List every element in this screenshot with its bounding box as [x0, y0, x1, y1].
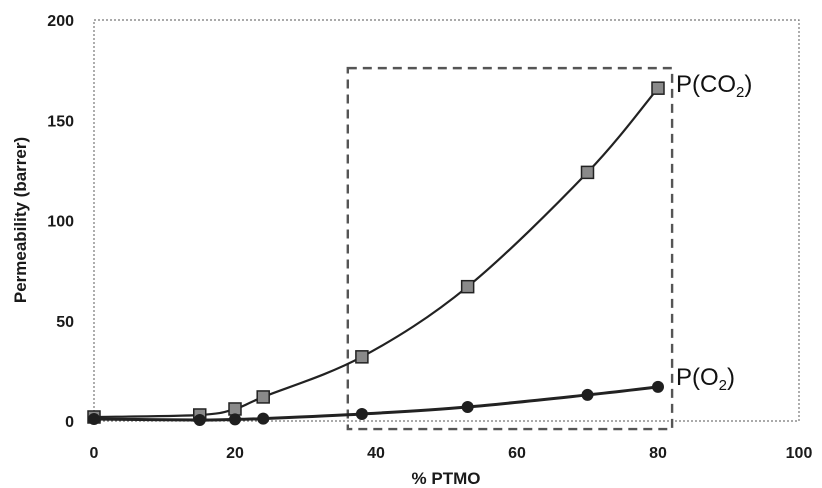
x-tick-label: 100	[786, 445, 813, 462]
y-tick-label: 100	[47, 214, 74, 231]
x-tick-label: 0	[90, 445, 99, 462]
data-point-co2	[355, 350, 369, 364]
series-label-co2: P(CO2)	[676, 71, 752, 101]
data-point-o2	[193, 413, 206, 426]
x-tick-label: 40	[367, 445, 385, 462]
data-point-o2	[257, 412, 270, 425]
data-point-co2	[228, 402, 242, 416]
y-tick-label: 50	[56, 314, 74, 331]
x-tick-label: 80	[649, 445, 667, 462]
series-o2	[88, 380, 664, 426]
highlight-region	[346, 66, 674, 431]
y-tick-label: 0	[65, 414, 74, 431]
data-point-o2	[652, 380, 664, 393]
y-tick-label: 200	[47, 13, 74, 30]
x-axis-label: % PTMO	[412, 469, 481, 488]
plot-area	[93, 19, 800, 422]
data-point-co2	[460, 279, 475, 294]
data-point-co2	[256, 390, 270, 404]
data-point-o2	[581, 388, 594, 401]
data-point-o2	[461, 400, 474, 413]
x-tick-label: 60	[508, 445, 526, 462]
y-tick-label: 150	[47, 113, 74, 130]
series-co2	[87, 81, 665, 424]
data-point-o2	[88, 412, 100, 425]
data-point-o2	[355, 407, 368, 420]
data-point-co2	[651, 81, 665, 95]
data-point-co2	[580, 165, 595, 180]
data-point-o2	[229, 413, 241, 426]
series-line-co2	[93, 87, 659, 419]
y-axis-label: Permeability (barrer)	[11, 137, 30, 303]
x-tick-label: 20	[226, 445, 244, 462]
series-label-o2: P(O2)	[676, 364, 735, 394]
